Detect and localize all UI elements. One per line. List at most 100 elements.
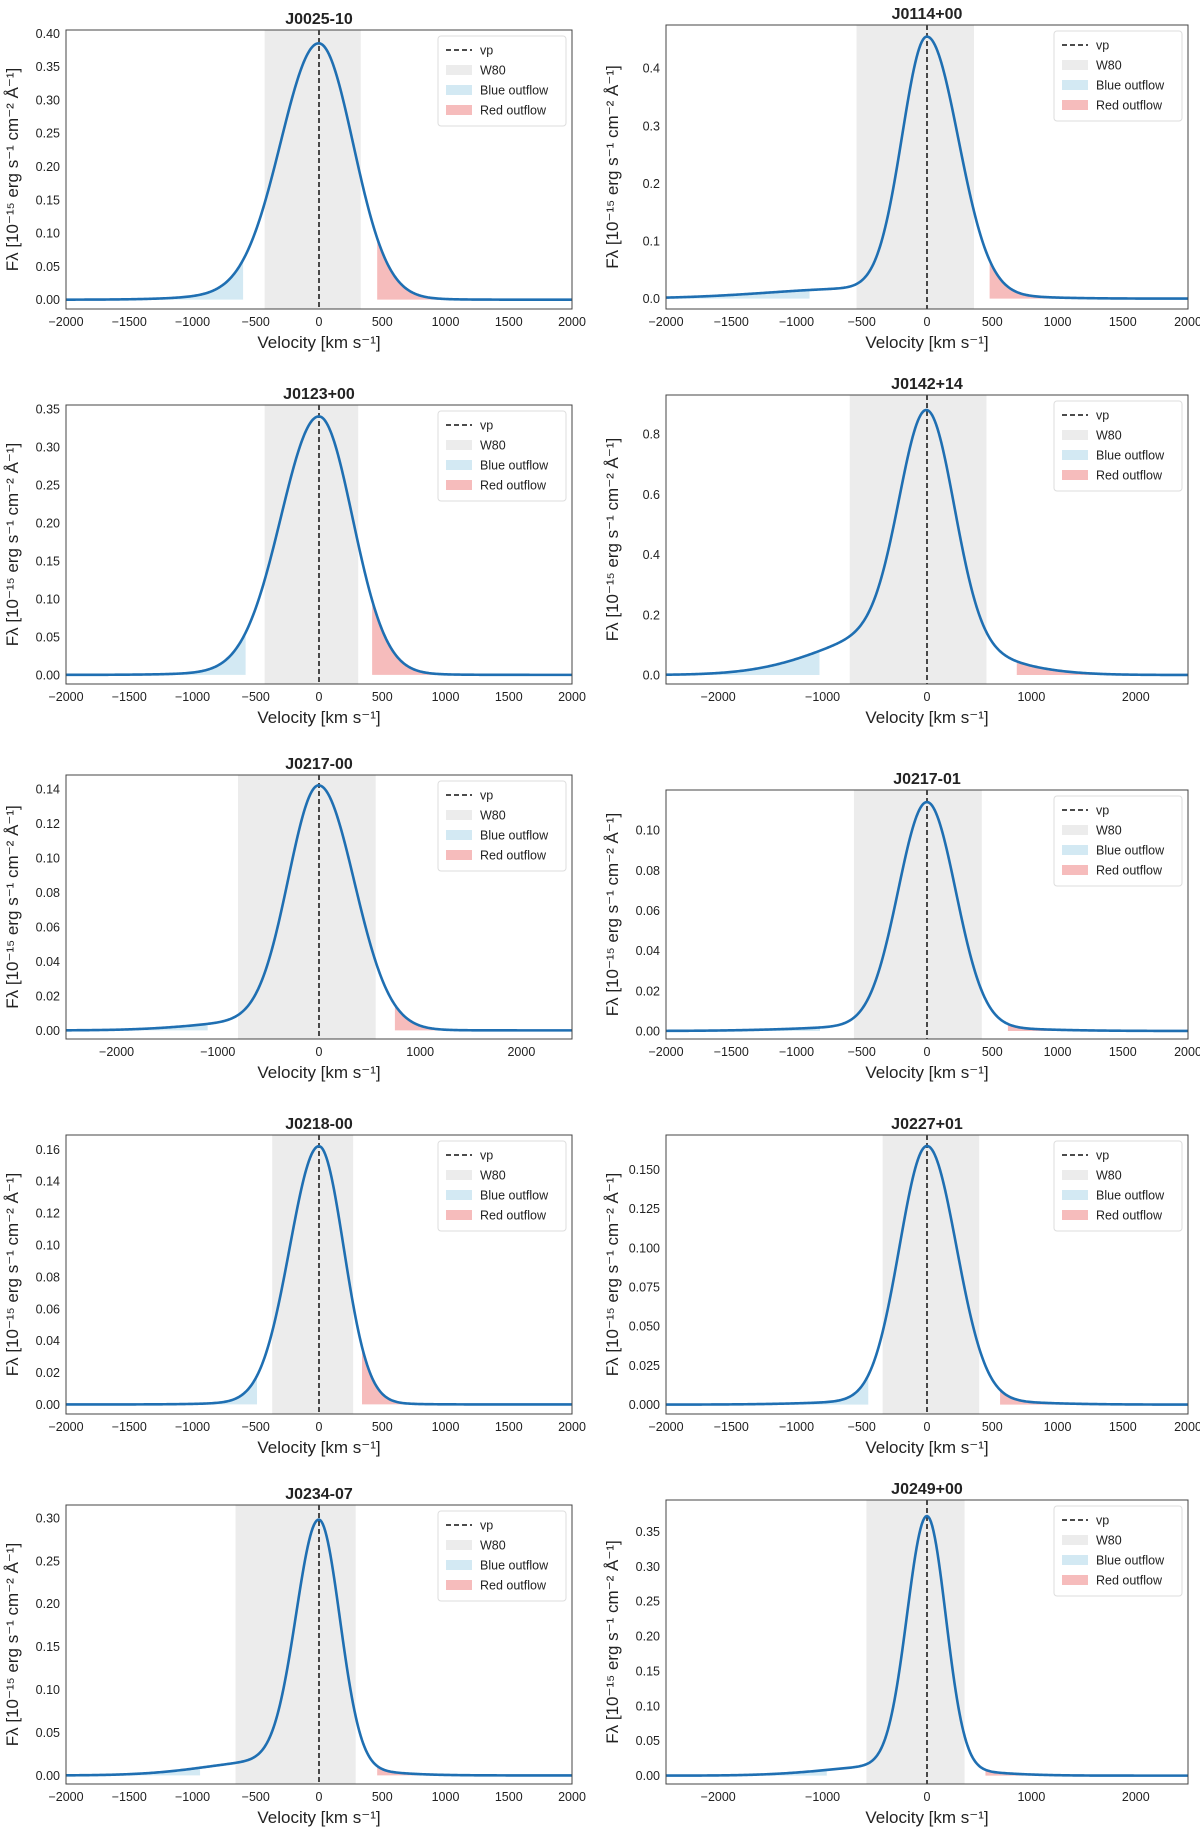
x-axis-label: Velocity [km s⁻¹] <box>865 708 988 727</box>
y-tick-label: 0.10 <box>36 592 60 606</box>
legend-vp-label: vp <box>1096 1149 1109 1163</box>
y-tick-label: 0.35 <box>636 1525 660 1539</box>
red-outflow-fill <box>1007 1023 1188 1031</box>
legend-blue-swatch <box>446 1190 472 1200</box>
panel-title: J0227+01 <box>891 1116 963 1133</box>
x-tick-label: 2000 <box>1122 1790 1150 1804</box>
flux-curve <box>666 408 1188 677</box>
panel-title: J0123+00 <box>283 386 355 403</box>
plot-frame <box>665 24 1189 310</box>
y-tick-label: 0.000 <box>629 1398 660 1412</box>
x-tick-label: 2000 <box>558 1420 586 1434</box>
x-tick-label: −1500 <box>112 1420 147 1434</box>
plot-area <box>66 775 572 1039</box>
x-tick-label: 1000 <box>432 1790 460 1804</box>
legend-w80-label: W80 <box>480 1539 506 1553</box>
x-tick-label: −1000 <box>779 1045 814 1059</box>
x-tick-label: 1000 <box>406 1045 434 1059</box>
w80-band <box>849 395 987 684</box>
y-tick-label: 0.40 <box>36 27 60 41</box>
legend: vp W80 Blue outflow Red outflow <box>1053 1505 1183 1597</box>
x-tick-label: −500 <box>848 1420 876 1434</box>
blue-outflow-fill <box>66 1767 201 1776</box>
x-axis-label: Velocity [km s⁻¹] <box>257 708 380 727</box>
x-tick-label: 2000 <box>507 1045 535 1059</box>
legend-red-label: Red outflow <box>480 104 547 118</box>
legend-blue-swatch <box>1062 450 1088 460</box>
y-tick-label: 0.10 <box>36 1239 60 1253</box>
red-outflow-fill <box>394 1004 572 1031</box>
panel-title: J0025-10 <box>285 11 353 28</box>
y-tick-label: 0.05 <box>36 1726 60 1740</box>
legend-red-swatch <box>446 850 472 860</box>
x-tick-label: 0 <box>924 315 931 329</box>
x-tick-label: 0 <box>316 315 323 329</box>
y-tick-label: 0.35 <box>36 402 60 416</box>
x-tick-label: 1500 <box>1109 1420 1137 1434</box>
y-tick-label: 0.08 <box>36 1270 60 1284</box>
panel-J0025-10: J0025-10 −2000 −1500 −1000 −500 0 500 1000 1500 2… <box>3 11 586 352</box>
legend-vp-label: vp <box>480 789 493 803</box>
y-tick-label: 0.14 <box>36 782 60 796</box>
x-tick-label: 500 <box>372 315 393 329</box>
legend-box <box>437 1140 567 1232</box>
x-tick-label: −1500 <box>714 315 749 329</box>
x-tick-label: −1000 <box>175 1420 210 1434</box>
y-tick-label: 0.00 <box>36 668 60 682</box>
y-tick-label: 0.25 <box>36 478 60 492</box>
x-tick-label: −2000 <box>648 315 683 329</box>
y-tick-label: 0.075 <box>629 1281 660 1295</box>
legend-w80-swatch <box>1062 825 1088 835</box>
x-axis-label: Velocity [km s⁻¹] <box>257 1808 380 1827</box>
legend-blue-label: Blue outflow <box>480 1559 549 1573</box>
panel-J0217-00: J0217-00 −2000 −1000 0 1000 2000 0.00 0.02 0.04 0… <box>3 756 573 1082</box>
legend-red-label: Red outflow <box>480 1579 547 1593</box>
legend-w80-swatch <box>446 810 472 820</box>
plot-frame <box>665 789 1189 1040</box>
legend-w80-label: W80 <box>480 64 506 78</box>
y-tick-label: 0.06 <box>636 904 660 918</box>
y-tick-label: 0.150 <box>629 1163 660 1177</box>
legend-red-swatch <box>446 480 472 490</box>
legend-w80-swatch <box>446 440 472 450</box>
y-tick-label: 0.8 <box>643 428 660 442</box>
w80-band <box>882 1135 980 1414</box>
x-tick-label: −2000 <box>48 1420 83 1434</box>
y-tick-label: 0.12 <box>36 1207 60 1221</box>
y-tick-label: 0.02 <box>636 984 660 998</box>
y-axis-label: Fλ [10⁻¹⁵ erg s⁻¹ cm⁻² Å⁻¹] <box>3 68 22 272</box>
legend-blue-label: Blue outflow <box>1096 844 1165 858</box>
blue-outflow-fill <box>666 1375 869 1405</box>
x-tick-label: 0 <box>316 690 323 704</box>
y-tick-label: 0.08 <box>36 886 60 900</box>
y-tick-label: 0.1 <box>643 235 660 249</box>
y-tick-label: 0.025 <box>629 1359 660 1373</box>
w80-band <box>264 30 361 309</box>
panel-title: J0217-01 <box>893 771 961 788</box>
x-tick-label: 0 <box>924 1790 931 1804</box>
x-tick-label: 2000 <box>1174 1420 1200 1434</box>
legend-box <box>437 780 567 872</box>
y-tick-label: 0.00 <box>36 293 60 307</box>
x-tick-label: 2000 <box>558 1790 586 1804</box>
y-tick-label: 0.10 <box>36 227 60 241</box>
flux-curve <box>66 1144 572 1406</box>
panel-J0217-01: J0217-01 −2000 −1500 −1000 −500 0 500 1000 1500 2… <box>603 771 1200 1082</box>
legend-box <box>1053 1505 1183 1597</box>
x-tick-label: −1000 <box>779 1420 814 1434</box>
legend-red-swatch <box>1062 1575 1088 1585</box>
panel-title: J0218-00 <box>285 1116 353 1133</box>
panel-J0234-07: J0234-07 −2000 −1500 −1000 −500 0 500 1000 1500 2… <box>3 1486 586 1827</box>
legend-blue-label: Blue outflow <box>1096 1554 1165 1568</box>
y-tick-label: 0.25 <box>636 1595 660 1609</box>
y-tick-label: 0.20 <box>36 516 60 530</box>
blue-outflow-fill <box>666 650 820 675</box>
legend-blue-label: Blue outflow <box>480 1189 549 1203</box>
x-tick-label: 1000 <box>1044 1420 1072 1434</box>
x-tick-label: 1000 <box>1017 690 1045 704</box>
x-tick-label: 1500 <box>495 1790 523 1804</box>
y-tick-label: 0.10 <box>636 824 660 838</box>
legend-red-label: Red outflow <box>1096 864 1163 878</box>
y-tick-label: 0.00 <box>636 1769 660 1783</box>
legend-red-swatch <box>1062 865 1088 875</box>
